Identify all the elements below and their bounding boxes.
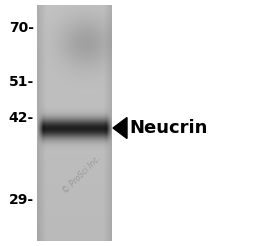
Text: © ProSci Inc.: © ProSci Inc. [61,154,103,196]
Text: Neucrin: Neucrin [129,119,207,137]
Text: 29-: 29- [9,193,34,207]
Text: 51-: 51- [9,75,34,89]
Polygon shape [113,118,127,138]
Text: 70-: 70- [9,21,34,35]
Text: 42-: 42- [9,111,34,125]
